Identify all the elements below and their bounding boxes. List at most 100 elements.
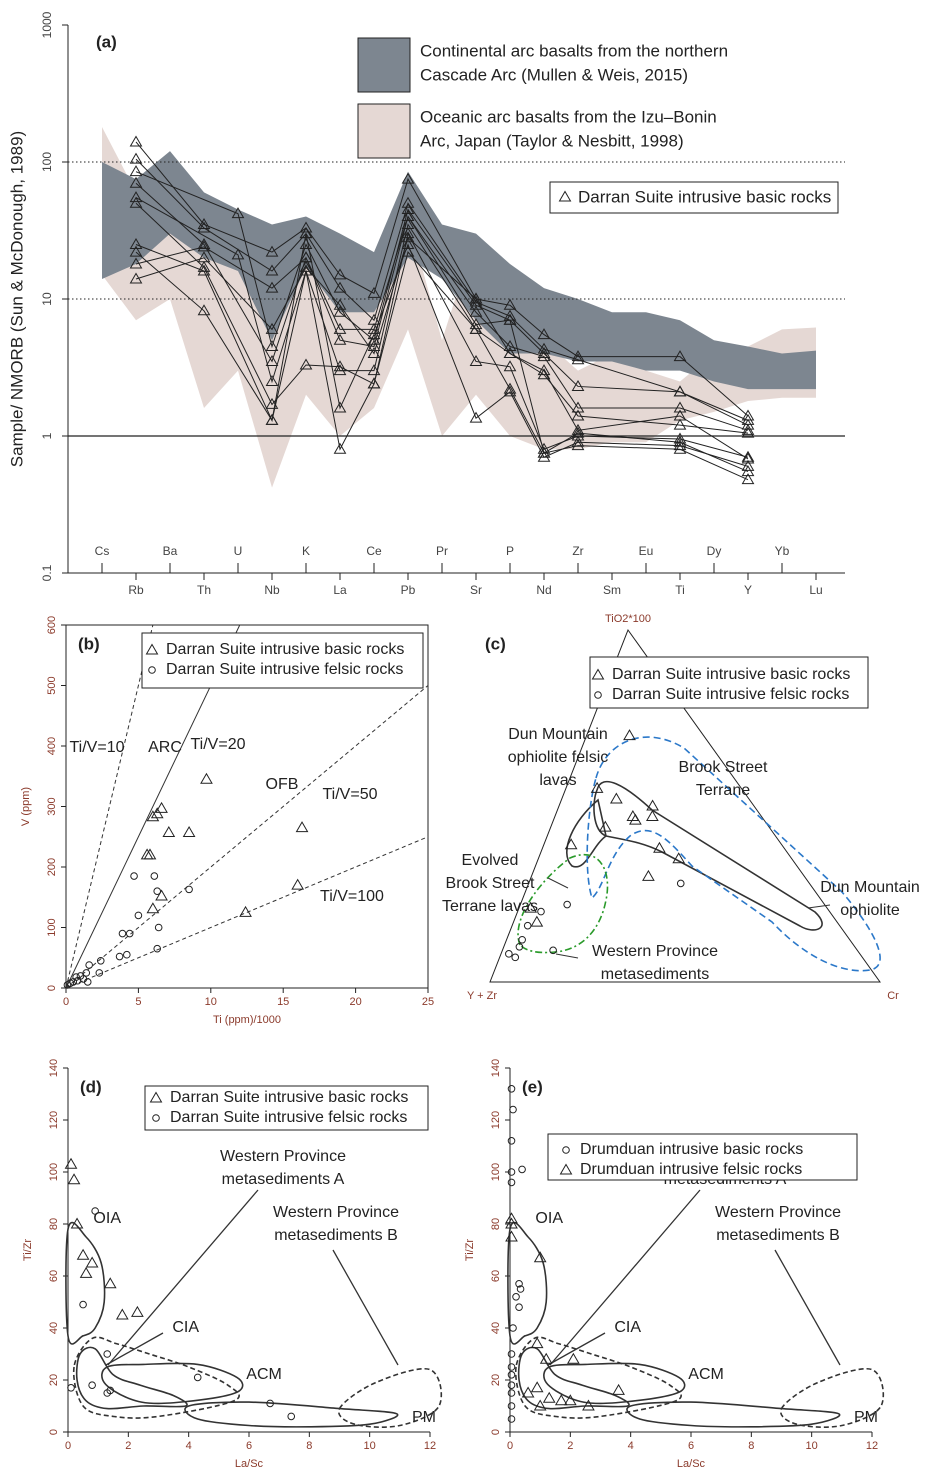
sample-line [135,171,749,426]
marker-triangle [150,807,164,819]
marker-triangle [265,245,279,257]
marker-triangle [333,442,347,454]
legend-label: Oceanic arc basalts from the Izu–Bonin [420,107,717,126]
x-tick-label: 20 [349,996,361,1008]
marker-triangle [469,354,483,366]
marker-circle [505,950,513,958]
ratio-line [65,624,154,989]
marker-triangle [231,248,245,260]
marker-triangle [231,207,245,219]
marker-circle [507,1389,516,1397]
marker-triangle [469,411,483,423]
legend-label: Drumduan intrusive felsic rocks [580,1161,802,1178]
marker-triangle [145,643,159,655]
leader-line [555,953,579,959]
marker-triangle [265,413,279,425]
marker-triangle [200,772,213,784]
marker-triangle [299,237,313,249]
marker-triangle [530,915,544,927]
marker-triangle [537,446,551,458]
marker-triangle [299,358,313,370]
x-tick-label: Sm [603,583,621,597]
x-tick-label: Lu [809,583,822,597]
marker-triangle [162,826,176,838]
range-band [102,151,816,390]
range-band [102,127,816,488]
marker-circle [509,1105,517,1114]
x-tick-label: 4 [186,1440,192,1452]
marker-triangle [559,1163,573,1175]
x-tick-label: 8 [306,1440,312,1452]
x-tick-label: 6 [246,1440,252,1452]
marker-triangle [505,1230,518,1242]
field-label: ophiolite felsic [508,749,609,766]
marker-triangle [265,354,279,366]
marker-triangle [673,418,687,430]
x-tick-label: 10 [806,1440,818,1452]
marker-triangle [741,423,755,435]
marker-triangle [623,729,636,741]
marker-triangle [129,245,143,257]
marker-circle [507,1085,516,1093]
marker-triangle [741,426,755,438]
field-label: Brook Street [446,875,535,892]
y-tick-label: 0.1 [40,564,54,581]
marker-triangle [129,176,143,188]
marker-circle [73,976,82,985]
field-label: Terrane lavas [442,898,538,915]
legend-swatch [357,103,411,159]
y-tick-label: 200 [46,858,58,876]
y-tick-label: 100 [48,1163,60,1181]
field-outline [507,1221,548,1345]
marker-circle [515,1303,523,1311]
marker-triangle [155,889,168,901]
leader-line [105,1332,164,1366]
marker-circle [83,978,92,986]
y-tick-label: 0 [48,1429,60,1435]
panel-label: (c) [485,634,506,653]
marker-triangle [673,435,687,447]
marker-triangle [571,439,585,451]
marker-triangle [129,152,143,164]
marker-circle [115,952,124,961]
x-tick-label: 0 [507,1440,513,1452]
marker-triangle [537,347,551,359]
y-tick-label: 100 [490,1163,502,1181]
y-tick-label: 40 [48,1322,60,1334]
field-note: Western Province [220,1148,346,1165]
marker-circle [154,923,163,932]
field-outline [593,780,823,931]
marker-triangle [239,905,252,917]
marker-circle [507,1178,516,1187]
y-axis-label: Ti/Zr [22,1239,34,1262]
marker-triangle [146,902,160,914]
y-tick-label: 140 [48,1059,60,1077]
marker-triangle [505,1212,518,1224]
leader-line [107,1189,259,1366]
marker-circle [512,1293,520,1301]
sample-line [135,236,749,460]
field-label: ARC [148,739,182,756]
ratio-label: Ti/V=10 [70,739,125,756]
panel-label: (b) [78,634,100,653]
x-tick-label: Nd [536,583,551,597]
x-tick-label: Ba [163,544,178,558]
marker-circle [123,950,131,959]
field-note: metasediments B [274,1227,398,1244]
field-outline [184,1401,399,1428]
marker-triangle [299,221,313,233]
marker-triangle [537,350,551,362]
marker-triangle [539,1352,553,1364]
marker-triangle [542,1391,556,1403]
marker-triangle [295,821,309,833]
field-label: ACM [688,1366,724,1383]
y-tick-label: 100 [40,152,54,172]
marker-triangle [503,385,517,397]
marker-triangle [197,304,211,316]
marker-triangle [79,1266,93,1278]
x-tick-label: 25 [422,996,434,1008]
marker-circle [72,973,80,981]
marker-triangle [333,333,347,345]
field-outline [337,1367,443,1428]
